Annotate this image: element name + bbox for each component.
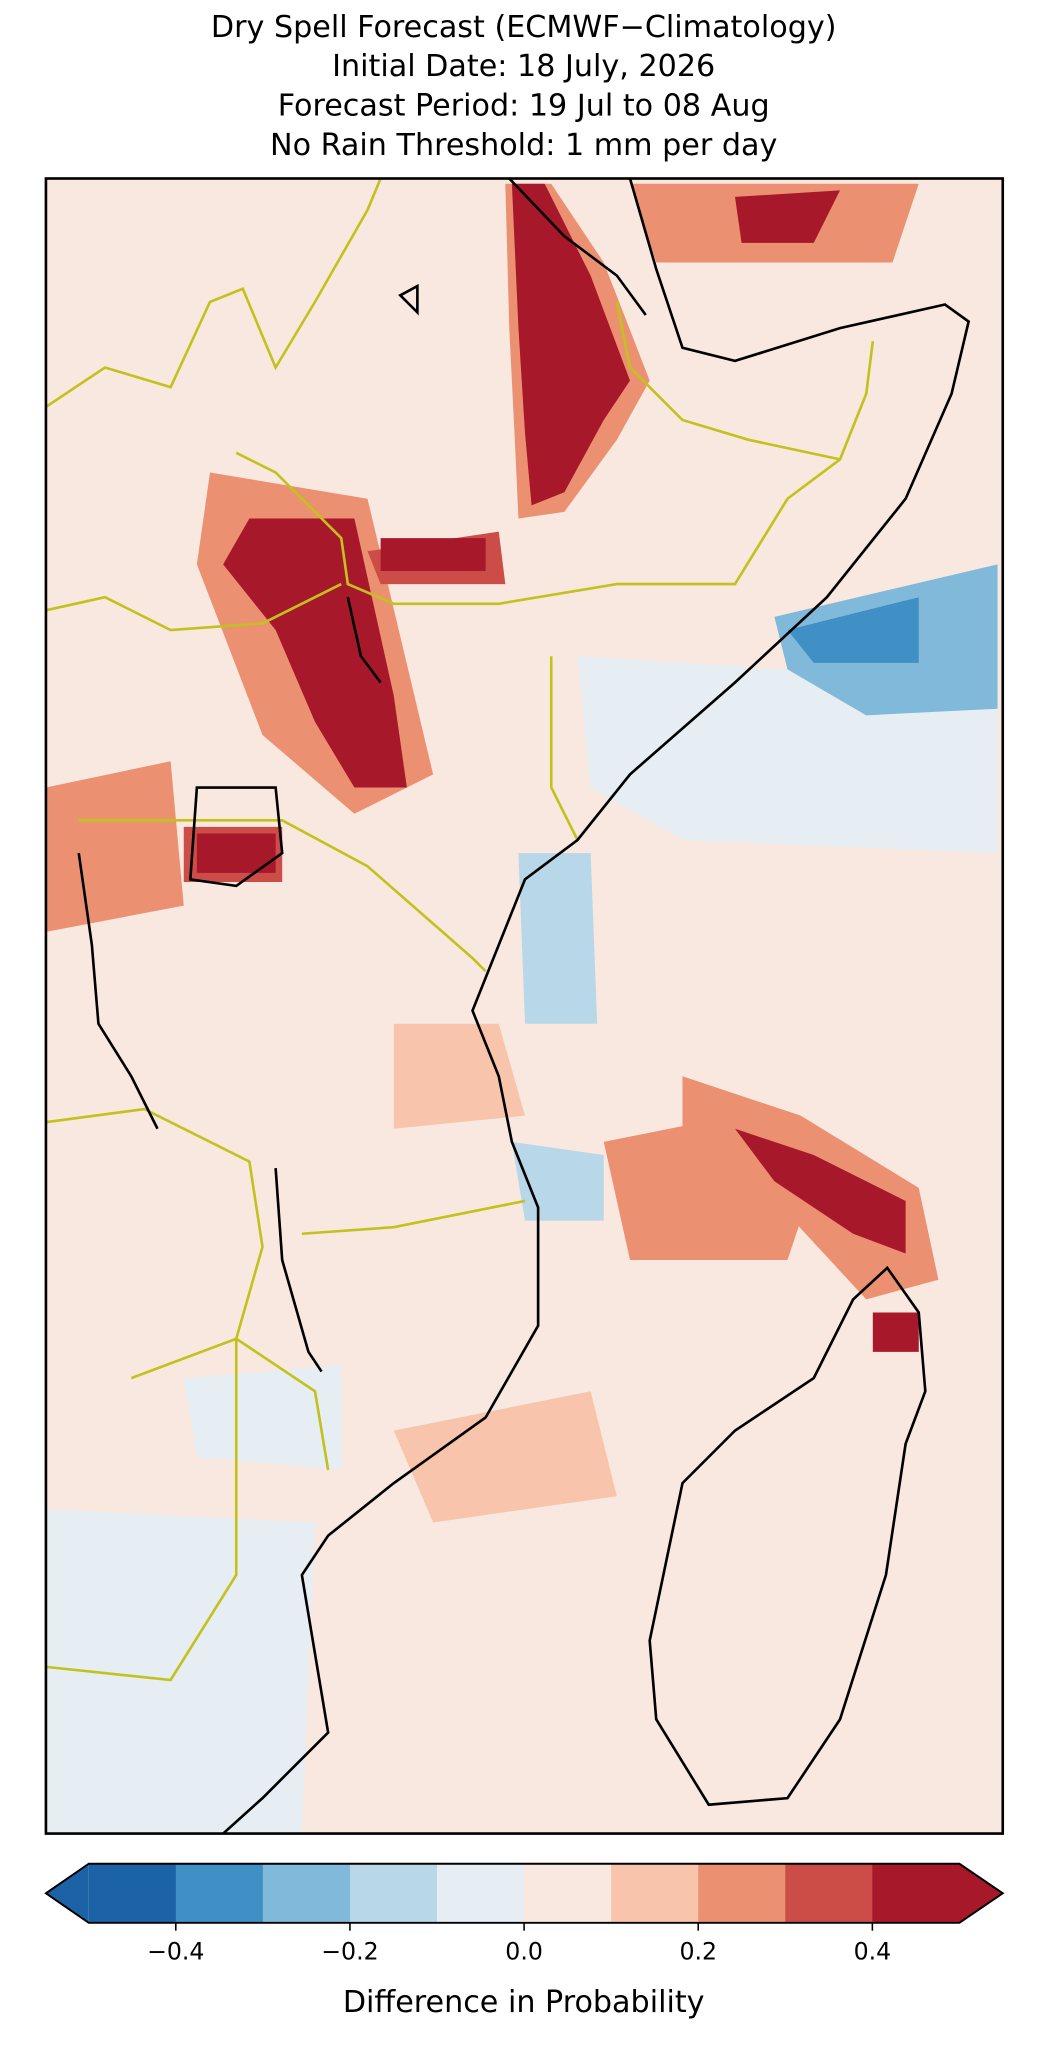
colorbar-extend-max (959, 1863, 1003, 1923)
colorbar-segment (349, 1863, 438, 1923)
colorbar-segment (698, 1863, 786, 1923)
colorbar-segment (88, 1863, 177, 1923)
chart-title: Dry Spell Forecast (ECMWF−Climatology) (211, 10, 837, 45)
colorbar-tick-label: 0.2 (679, 1938, 717, 1966)
field-patches (45, 183, 998, 1834)
colorbar-outline (44, 1862, 1005, 1924)
colorbar-tick-label: −0.4 (147, 1938, 204, 1966)
coastlines (77, 178, 971, 1834)
colorbar-segment (175, 1863, 264, 1923)
colorbar-tick-label: 0.4 (854, 1938, 892, 1966)
chart-title: Initial Date: 18 July, 2026 (332, 49, 715, 84)
chart-title: No Rain Threshold: 1 mm per day (270, 128, 777, 163)
colorbar-segment (785, 1863, 874, 1923)
colorbar-segment (524, 1863, 612, 1923)
colorbar: −0.4 −0.2 0.0 0.2 0.4 Difference in Probabili… (44, 1862, 1005, 2020)
colorbar-tick-label: 0.0 (505, 1938, 543, 1966)
colorbar-segment (872, 1863, 961, 1923)
colorbar-label: Difference in Probability (343, 1985, 705, 2020)
colorbar-segment (611, 1863, 699, 1923)
colorbar-segment (437, 1863, 525, 1923)
map (45, 178, 1003, 1834)
colorbar-extend-min (45, 1863, 89, 1923)
chart-title: Forecast Period: 19 Jul to 08 Aug (278, 89, 770, 124)
map-frame (44, 177, 1005, 1835)
colorbar-segment (262, 1863, 351, 1923)
borders (45, 178, 875, 1682)
colorbar-tick-label: −0.2 (321, 1938, 378, 1966)
